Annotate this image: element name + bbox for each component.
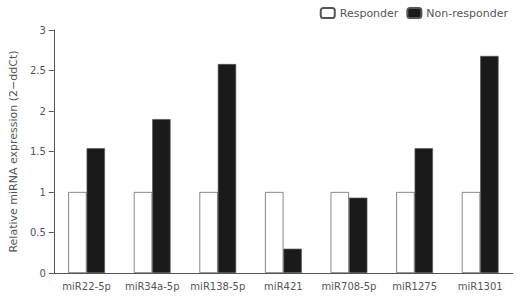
- svg-text:miR1275: miR1275: [392, 281, 437, 292]
- svg-text:0.5: 0.5: [30, 227, 46, 238]
- svg-text:0: 0: [39, 268, 45, 279]
- svg-text:2: 2: [39, 106, 45, 117]
- svg-text:Relative miRNA expression (2−d: Relative miRNA expression (2−ddCt): [7, 50, 20, 252]
- svg-text:miR1301: miR1301: [458, 281, 503, 292]
- svg-text:miR421: miR421: [264, 281, 303, 292]
- svg-text:miR138-5p: miR138-5p: [190, 281, 245, 292]
- svg-text:3: 3: [39, 25, 45, 36]
- svg-text:Responder: Responder: [340, 7, 399, 20]
- svg-text:2.5: 2.5: [30, 65, 46, 76]
- svg-text:miR34a-5p: miR34a-5p: [125, 281, 180, 292]
- svg-text:1.5: 1.5: [30, 146, 46, 157]
- svg-text:1: 1: [39, 187, 45, 198]
- svg-text:Non-responder: Non-responder: [426, 7, 508, 20]
- svg-text:miR22-5p: miR22-5p: [62, 281, 111, 292]
- svg-text:miR708-5p: miR708-5p: [322, 281, 377, 292]
